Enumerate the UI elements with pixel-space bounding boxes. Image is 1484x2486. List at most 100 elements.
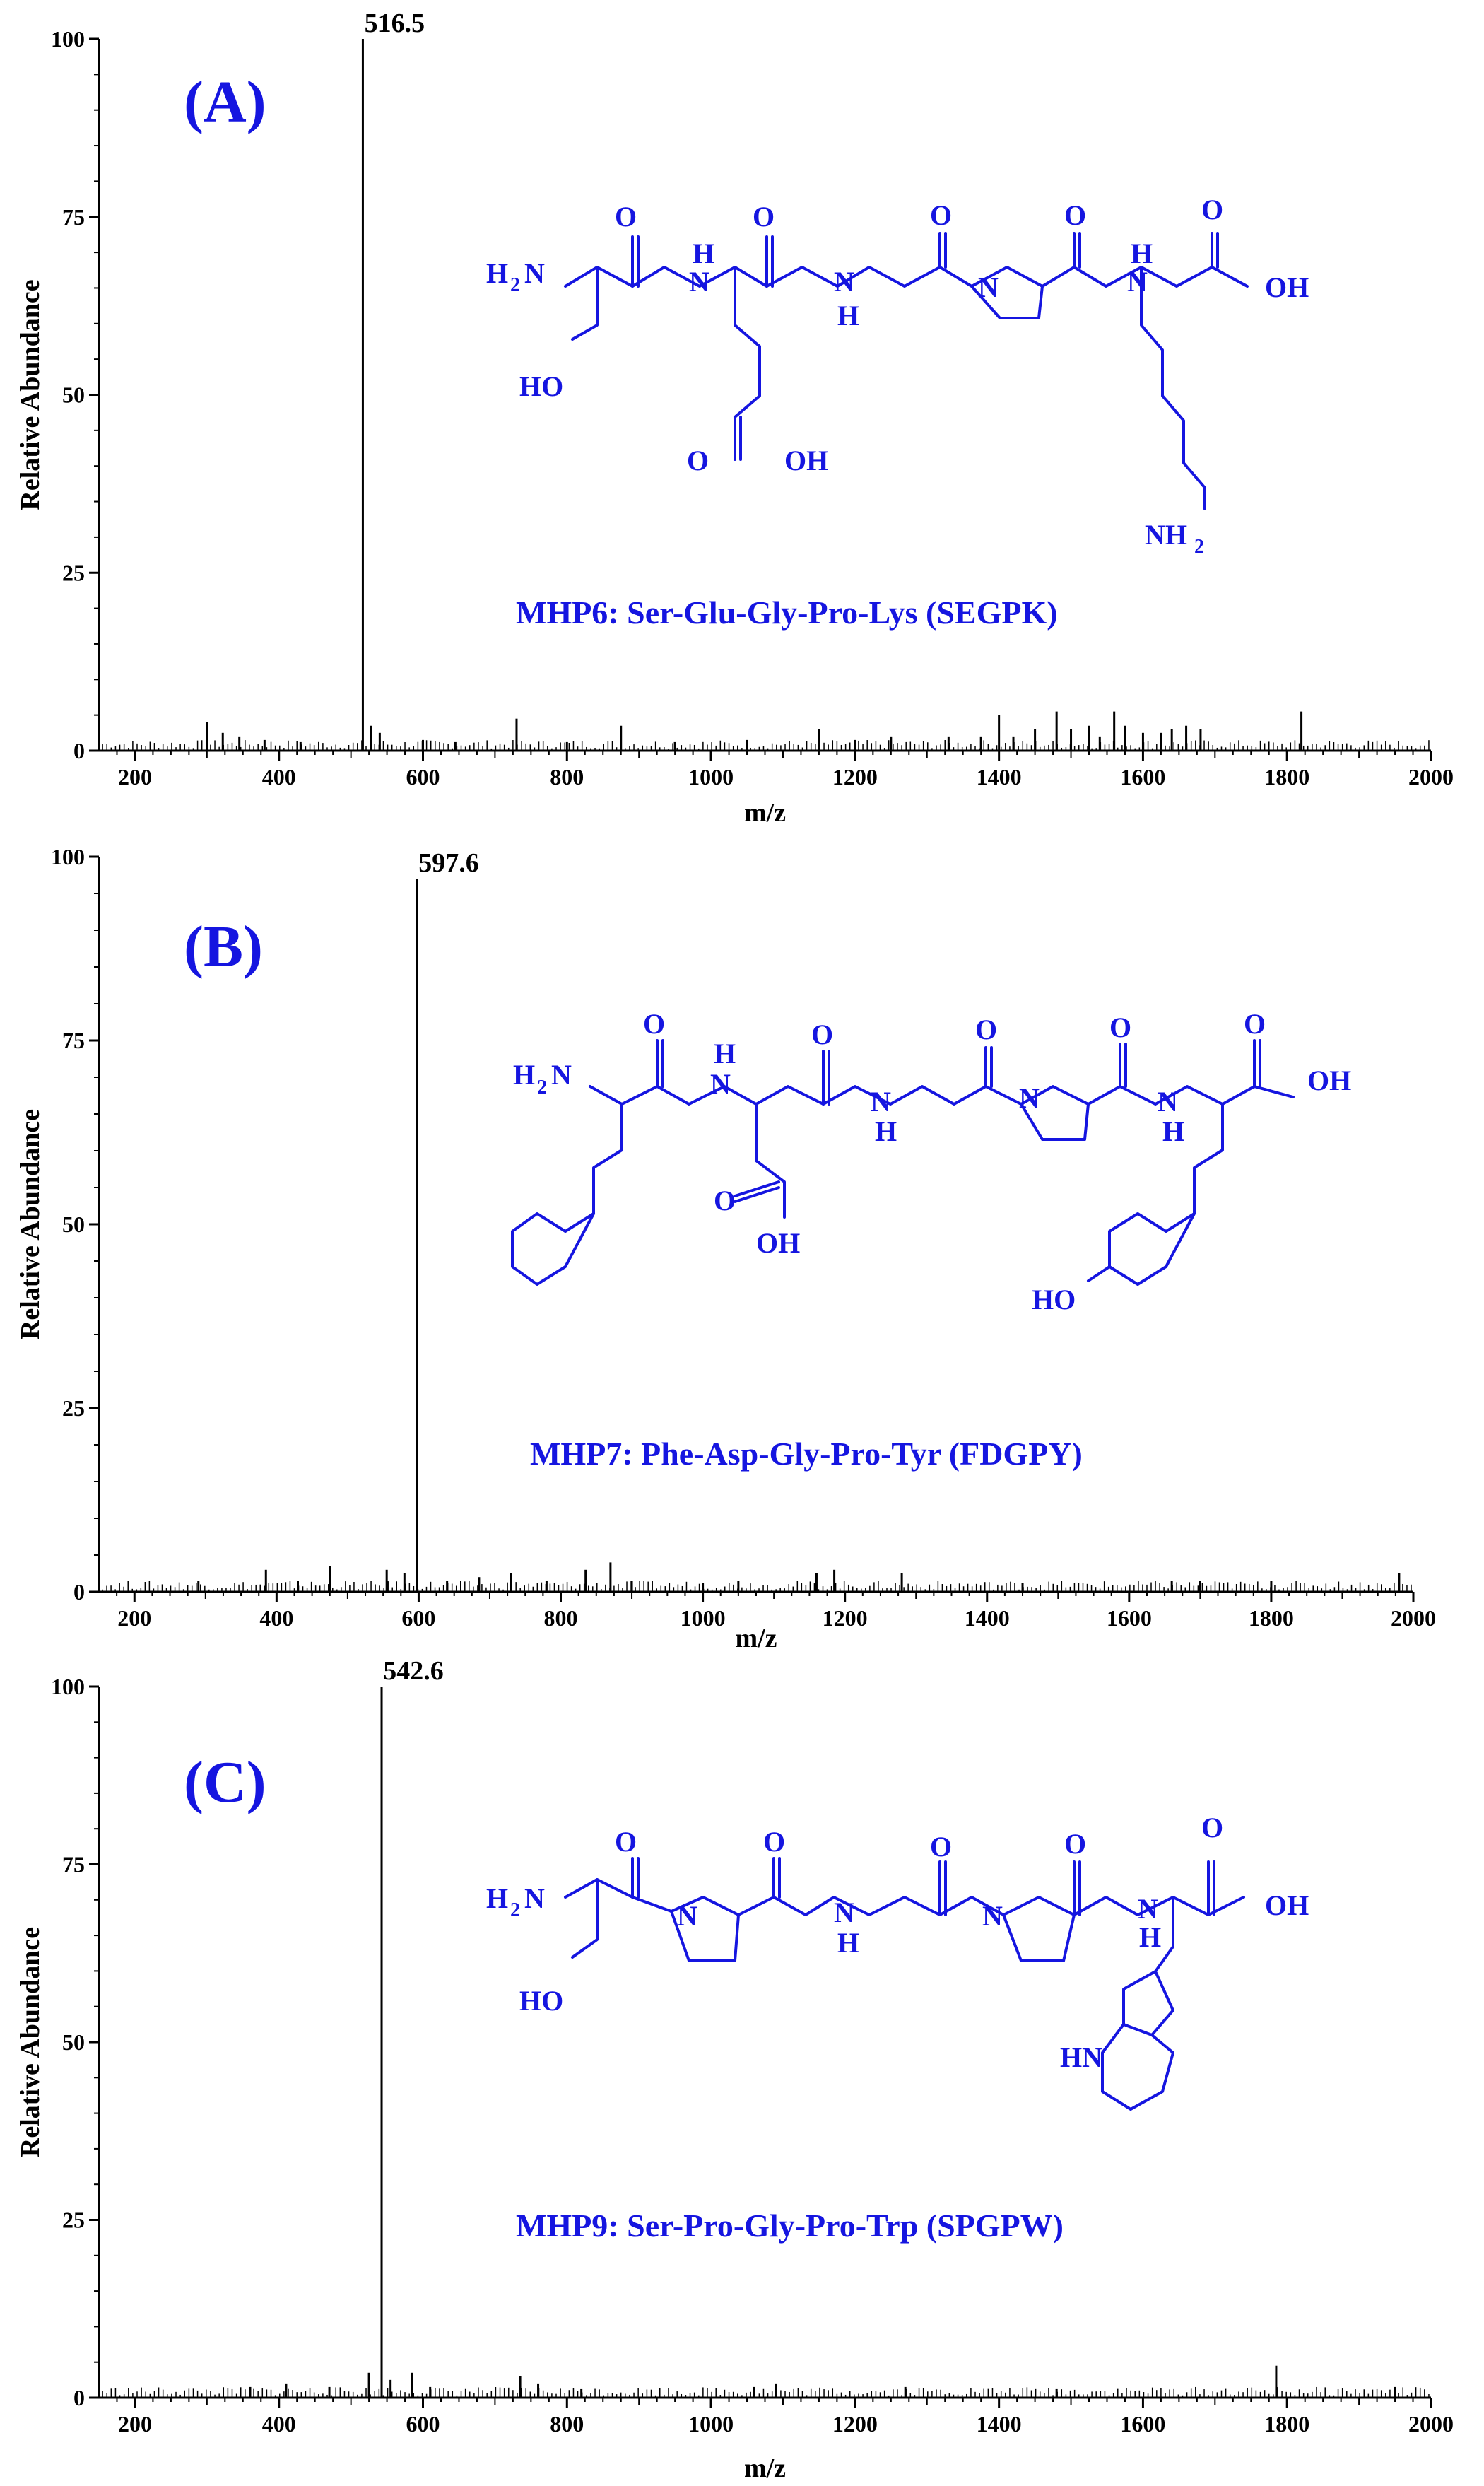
- svg-text:O: O: [975, 1014, 997, 1045]
- svg-text:N: N: [1127, 266, 1148, 298]
- peak-label-c: 542.6: [383, 1657, 444, 1686]
- svg-text:O: O: [930, 1831, 952, 1863]
- peak-label-a: 516.5: [365, 8, 425, 38]
- svg-text:OH: OH: [1265, 1889, 1309, 1921]
- peptide-caption-b: MHP7: Phe-Asp-Gly-Pro-Tyr (FDGPY): [530, 1436, 1083, 1472]
- svg-text:O: O: [615, 201, 637, 233]
- svg-text:HO: HO: [519, 370, 563, 402]
- svg-text:OH: OH: [1265, 271, 1309, 303]
- svg-text:H: H: [714, 1038, 736, 1069]
- x-tick-label-a: 1600: [1120, 764, 1165, 790]
- x-tick-label-a: 1800: [1264, 764, 1309, 790]
- x-tick-label-a: 1400: [977, 764, 1022, 790]
- x-tick-label-c: 1600: [1120, 2411, 1165, 2437]
- svg-text:HN: HN: [1060, 2041, 1102, 2073]
- y-tick-label-b: 75: [62, 1028, 85, 1053]
- x-tick-label-a: 200: [118, 764, 152, 790]
- svg-text:N: N: [689, 266, 709, 298]
- y-tick-label-b: 25: [62, 1395, 85, 1421]
- x-tick-label-a: 400: [262, 764, 296, 790]
- svg-text:H: H: [693, 238, 714, 269]
- svg-text:N: N: [834, 1896, 854, 1928]
- y-tick-label-a: 75: [62, 204, 85, 230]
- x-tick-label-b: 1600: [1107, 1605, 1152, 1631]
- x-tick-label-a: 1200: [832, 764, 878, 790]
- svg-text:2: 2: [510, 274, 520, 296]
- peptide-structure-b: O O O O O H N N N N H H H OH O OH HO 2 N: [511, 1008, 1351, 1315]
- svg-text:N: N: [978, 271, 999, 303]
- x-tick-label-b: 600: [401, 1605, 435, 1631]
- svg-text:OH: OH: [756, 1227, 800, 1259]
- svg-text:2: 2: [510, 1899, 520, 1921]
- y-tick-label-c: 25: [62, 2208, 85, 2233]
- y-axis-label-c: Relative Abundance: [16, 1927, 45, 2157]
- y-tick-label-c: 50: [62, 2029, 85, 2055]
- svg-text:O: O: [615, 1826, 637, 1858]
- svg-text:H: H: [1139, 1921, 1161, 1953]
- x-axis-label-b: m/z: [735, 1624, 777, 1653]
- y-tick-label-c: 75: [62, 1852, 85, 1877]
- svg-text:2: 2: [1194, 536, 1204, 558]
- y-tick-label-a: 0: [73, 738, 85, 763]
- x-tick-label-a: 1000: [688, 764, 734, 790]
- y-tick-label-a: 25: [62, 560, 85, 585]
- svg-text:OH: OH: [784, 445, 828, 476]
- svg-text:O: O: [811, 1019, 833, 1050]
- x-tick-label-c: 1800: [1264, 2411, 1309, 2437]
- svg-text:N: N: [551, 1059, 572, 1091]
- svg-text:H: H: [486, 1882, 508, 1914]
- peptide-structure-a: O O O O O H H N N N N H OH HO OH NH 2 H …: [486, 194, 1309, 558]
- spectrum-panel-b: 200 400 600 800 1000 1200 1400 1600 1800 2000 0 25 5…: [0, 828, 1484, 1657]
- spectrum-panel-a: 200 400 600 800 1000 1200 1400 1600 1800 2000 0 25 5…: [0, 0, 1484, 828]
- svg-text:N: N: [524, 257, 545, 289]
- y-tick-label-b: 100: [51, 844, 85, 869]
- svg-text:H: H: [513, 1059, 535, 1091]
- svg-text:O: O: [1064, 1828, 1086, 1860]
- peptide-caption-c: MHP9: Ser-Pro-Gly-Pro-Trp (SPGPW): [516, 2208, 1064, 2244]
- panel-letter-b: (B): [184, 914, 263, 980]
- svg-text:H: H: [837, 1927, 859, 1959]
- x-tick-label-c: 1000: [688, 2411, 734, 2437]
- x-tick-label-b: 1000: [681, 1605, 726, 1631]
- y-tick-label-a: 100: [51, 26, 85, 52]
- svg-text:N: N: [1019, 1082, 1040, 1114]
- spectrum-chart-b: 200 400 600 800 1000 1200 1400 1600 1800 2000 0 25 5…: [16, 844, 1436, 1653]
- svg-text:O: O: [763, 1826, 785, 1858]
- x-tick-label-b: 1400: [965, 1605, 1010, 1631]
- spectrum-chart-c: 200 400 600 800 1000 1200 1400 1600 1800 2000 0 25 5…: [16, 1657, 1454, 2483]
- svg-text:O: O: [1109, 1012, 1131, 1043]
- svg-text:NH: NH: [1145, 519, 1187, 551]
- x-tick-label-c: 400: [262, 2411, 296, 2437]
- svg-text:N: N: [834, 266, 854, 298]
- svg-text:O: O: [1064, 199, 1086, 231]
- svg-text:O: O: [1201, 194, 1223, 225]
- svg-text:O: O: [753, 201, 775, 233]
- x-tick-label-c: 200: [118, 2411, 152, 2437]
- x-tick-label-b: 2000: [1391, 1605, 1436, 1631]
- peak-label-b: 597.6: [418, 848, 479, 878]
- svg-text:N: N: [1158, 1086, 1178, 1118]
- y-tick-label-a: 50: [62, 382, 85, 408]
- x-tick-label-c: 600: [406, 2411, 440, 2437]
- x-tick-label-c: 2000: [1408, 2411, 1454, 2437]
- panel-letter-a: (A): [184, 69, 266, 135]
- y-tick-label-c: 100: [51, 1674, 85, 1699]
- svg-text:O: O: [1201, 1812, 1223, 1843]
- x-tick-label-b: 400: [259, 1605, 293, 1631]
- svg-text:N: N: [677, 1900, 697, 1932]
- x-tick-label-c: 800: [550, 2411, 584, 2437]
- svg-text:O: O: [930, 199, 952, 231]
- svg-text:N: N: [1138, 1893, 1158, 1925]
- panel-letter-c: (C): [184, 1749, 266, 1815]
- svg-text:O: O: [714, 1185, 736, 1216]
- peptide-structure-c: O O O O O N N N N H H OH HO HN H 2 N: [486, 1812, 1309, 2111]
- svg-text:H: H: [1162, 1115, 1184, 1147]
- y-tick-label-b: 50: [62, 1212, 85, 1237]
- x-tick-label-b: 800: [544, 1605, 578, 1631]
- x-tick-label-b: 1800: [1249, 1605, 1294, 1631]
- svg-text:H: H: [837, 300, 859, 332]
- y-tick-label-c: 0: [73, 2385, 85, 2410]
- svg-text:N: N: [710, 1068, 731, 1100]
- x-axis-label-c: m/z: [744, 2453, 786, 2483]
- svg-text:O: O: [643, 1008, 665, 1040]
